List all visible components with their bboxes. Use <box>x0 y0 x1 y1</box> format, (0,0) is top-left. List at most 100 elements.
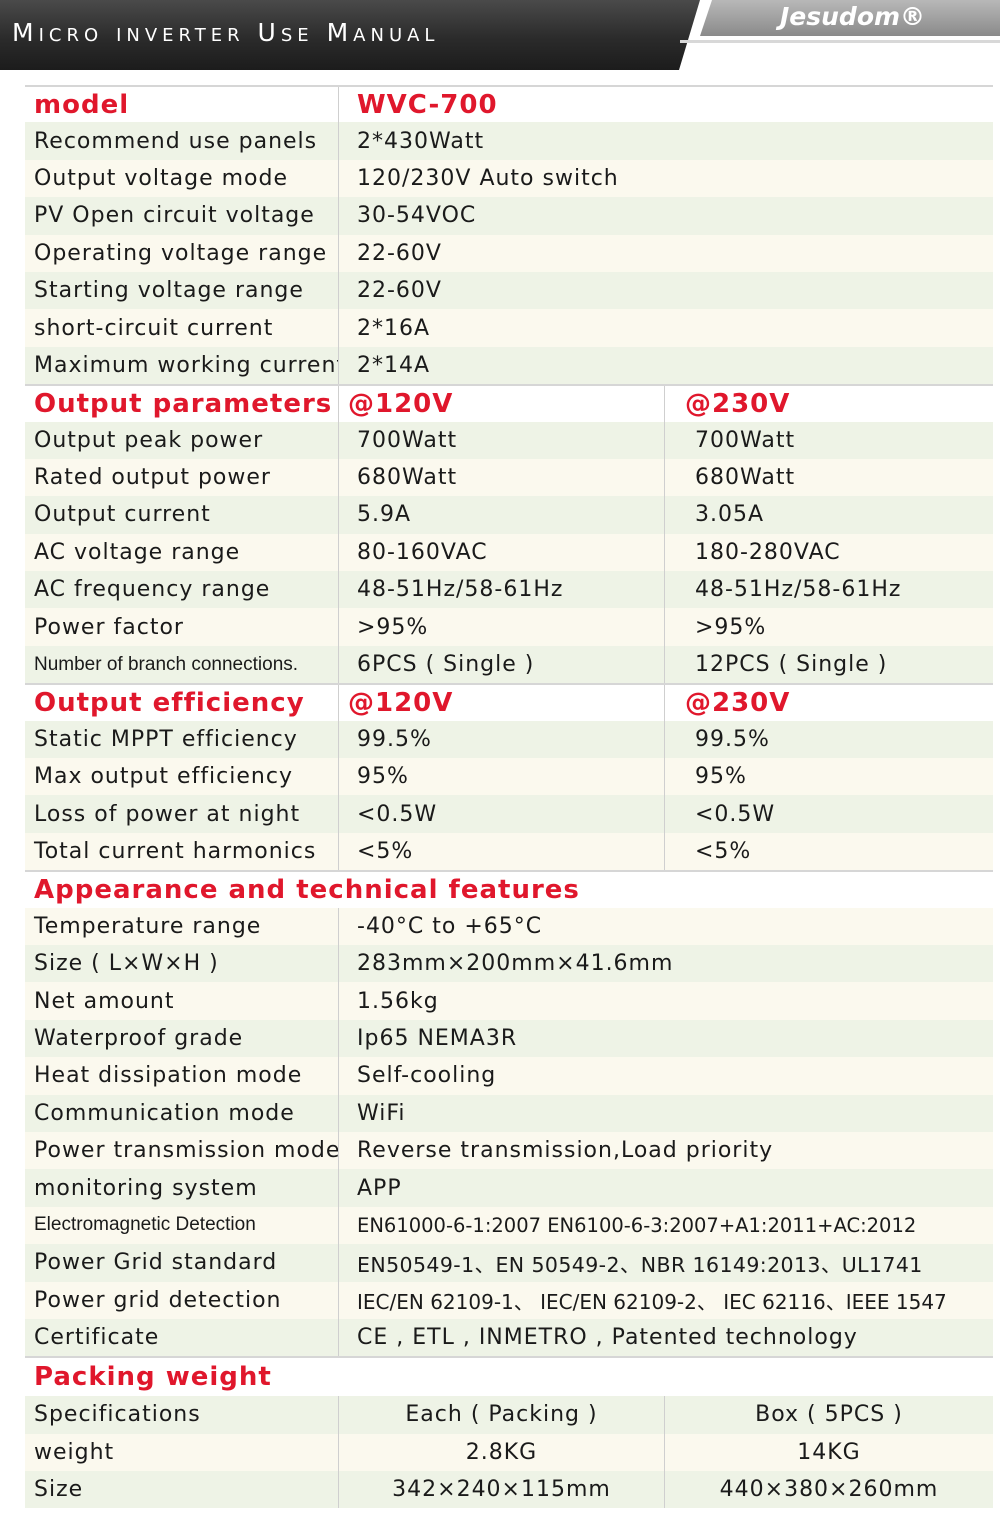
row-label: Size ( L×W×H ) <box>34 951 219 977</box>
row-value: 30-54VOC <box>338 197 993 235</box>
value-120v: 5.9A <box>338 496 664 534</box>
table-row: Electromagnetic Detection EN61000-6-1:20… <box>25 1206 993 1245</box>
appearance-header-row: Appearance and technical features <box>25 870 993 908</box>
row-label: Starting voltage range <box>34 278 304 304</box>
each-packing-value: 342×240×115mm <box>338 1471 664 1509</box>
row-label: Max output efficiency <box>34 764 293 790</box>
table-row: Max output efficiency 95% 95% <box>25 758 993 796</box>
spec-table: model WVC-700 Recommend use panels 2*430… <box>25 85 993 1509</box>
table-row: Recommend use panels 2*430Watt <box>25 122 993 160</box>
section-title: Output efficiency <box>34 687 305 718</box>
row-label: Power Grid standard <box>34 1250 278 1276</box>
brand-logo: Jesudom® <box>780 2 926 31</box>
each-packing-value: Each ( Packing ) <box>338 1396 664 1434</box>
value-120v: 680Watt <box>338 458 664 497</box>
value-230v: 3.05A <box>664 496 993 534</box>
row-label: Output voltage mode <box>34 165 288 191</box>
table-row: Net amount 1.56kg <box>25 982 993 1020</box>
value-230v: 180-280VAC <box>664 533 993 572</box>
value-120v: <0.5W <box>338 795 664 833</box>
row-label: Certificate <box>34 1325 160 1351</box>
row-label: Power grid detection <box>34 1287 282 1313</box>
model-label: model <box>34 89 130 120</box>
table-row: Power factor >95% >95% <box>25 608 993 646</box>
output-efficiency-header-row: Output efficiency @120V @230V <box>25 683 993 721</box>
table-row: Output voltage mode 120/230V Auto switch <box>25 159 993 198</box>
row-label: Loss of power at night <box>34 801 301 827</box>
column-header-230v: @230V <box>664 386 993 422</box>
box-value: 14KG <box>664 1433 993 1472</box>
column-header-230v: @230V <box>664 685 993 721</box>
row-value: Self-cooling <box>338 1057 993 1095</box>
row-label: Number of branch connections. <box>34 653 299 675</box>
table-row: Loss of power at night <0.5W <0.5W <box>25 795 993 833</box>
row-label: monitoring system <box>34 1175 258 1201</box>
table-row: Size ( L×W×H ) 283mm×200mm×41.6mm <box>25 944 993 983</box>
table-row: Maximum working current 2*14A <box>25 346 993 385</box>
row-value: CE , ETL , INMETRO , Patented technology <box>338 1318 993 1357</box>
section-title: Appearance and technical features <box>34 874 580 905</box>
row-label: Recommend use panels <box>34 128 318 154</box>
table-row: weight 2.8KG 14KG <box>25 1433 993 1472</box>
value-230v: 48-51Hz/58-61Hz <box>664 571 993 609</box>
row-value: 1.56kg <box>338 982 993 1020</box>
table-row: Power transmission mode Reverse transmis… <box>25 1131 993 1170</box>
packing-header-row: Packing weight <box>25 1356 993 1397</box>
column-header-120v: @120V <box>338 386 664 422</box>
table-row: Starting voltage range 22-60V <box>25 271 993 310</box>
table-row: Total current harmonics <5% <5% <box>25 832 993 871</box>
model-header-row: model WVC-700 <box>25 85 993 123</box>
row-value: 2*430Watt <box>338 122 993 160</box>
row-label: PV Open circuit voltage <box>34 203 315 229</box>
row-label: Output peak power <box>34 427 264 453</box>
table-row: Power grid detection IEC/EN 62109-1、 IEC… <box>25 1281 993 1319</box>
output-parameters-header-row: Output parameters @120V @230V <box>25 384 993 422</box>
table-row: Communication mode WiFi <box>25 1094 993 1132</box>
header-band <box>0 0 700 70</box>
table-row: Specifications Each ( Packing ) Box ( 5P… <box>25 1396 993 1434</box>
table-row: monitoring system APP <box>25 1169 993 1207</box>
row-label: Temperature range <box>34 913 262 939</box>
row-label: Specifications <box>34 1402 201 1428</box>
value-230v: 700Watt <box>664 421 993 459</box>
row-value: APP <box>338 1169 993 1207</box>
row-label: Output current <box>34 502 211 528</box>
value-120v: 48-51Hz/58-61Hz <box>338 571 664 609</box>
value-230v: 95% <box>664 758 993 796</box>
table-row: Certificate CE , ETL , INMETRO , Patente… <box>25 1318 993 1357</box>
table-row: PV Open circuit voltage 30-54VOC <box>25 197 993 235</box>
value-230v: <0.5W <box>664 795 993 833</box>
row-label: AC voltage range <box>34 539 241 565</box>
row-label: weight <box>34 1439 115 1465</box>
table-row: AC frequency range 48-51Hz/58-61Hz 48-51… <box>25 571 993 609</box>
table-row: Temperature range -40°C to +65°C <box>25 907 993 945</box>
header-divider <box>680 40 1000 43</box>
table-row: short-circuit current 2*16A <box>25 309 993 347</box>
table-row: Static MPPT efficiency 99.5% 99.5% <box>25 720 993 759</box>
table-row: Operating voltage range 22-60V <box>25 234 993 272</box>
page-header: Micro inverter Use Manual Jesudom® <box>0 0 1000 70</box>
value-120v: 95% <box>338 758 664 796</box>
row-label: Operating voltage range <box>34 240 328 266</box>
row-label: Static MPPT efficiency <box>34 726 298 752</box>
row-value: Reverse transmission,Load priority <box>338 1131 993 1170</box>
row-value: 120/230V Auto switch <box>338 159 993 198</box>
value-230v: 680Watt <box>664 458 993 497</box>
row-value: Ip65 NEMA3R <box>338 1019 993 1058</box>
each-packing-value: 2.8KG <box>338 1433 664 1472</box>
value-120v: 700Watt <box>338 421 664 459</box>
row-label: Electromagnetic Detection <box>34 1214 256 1236</box>
row-label: Total current harmonics <box>34 839 317 864</box>
manual-title: Micro inverter Use Manual <box>12 18 440 47</box>
row-label: Rated output power <box>34 465 271 491</box>
row-label: Communication mode <box>34 1100 295 1126</box>
row-label: Heat dissipation mode <box>34 1063 303 1089</box>
row-value: EN61000-6-1:2007 EN6100-6-3:2007+A1:2011… <box>338 1206 993 1245</box>
row-value: 22-60V <box>338 271 993 310</box>
table-row: Heat dissipation mode Self-cooling <box>25 1057 993 1095</box>
table-row: AC voltage range 80-160VAC 180-280VAC <box>25 533 993 572</box>
row-label: short-circuit current <box>34 315 274 341</box>
row-label: AC frequency range <box>34 577 271 603</box>
table-row: Power Grid standard EN50549-1、EN 50549-2… <box>25 1244 993 1282</box>
value-230v: >95% <box>664 608 993 646</box>
